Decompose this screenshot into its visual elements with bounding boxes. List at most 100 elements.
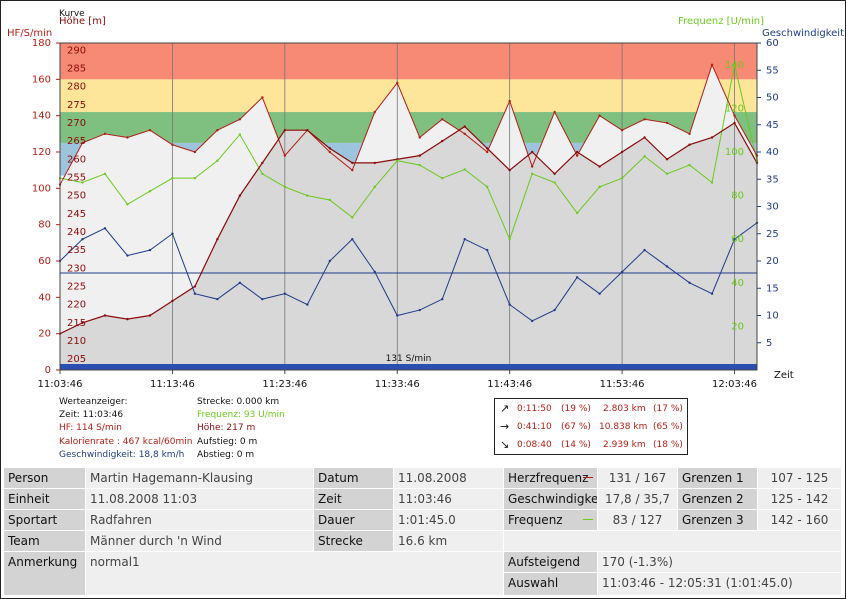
data-point-altitude xyxy=(643,136,646,139)
einheit-value[interactable]: 11.08.2008 11:03 xyxy=(86,489,314,510)
series-line-hr xyxy=(59,63,758,185)
grenzen3-label: Grenzen 3 xyxy=(678,510,758,531)
cadence-tick-label: 40 xyxy=(731,278,744,289)
altitude-tick-label: 220 xyxy=(67,300,86,311)
data-point-cadence xyxy=(171,176,174,180)
speed-tick-label: 45 xyxy=(766,120,779,131)
empty-cell xyxy=(504,531,842,552)
data-point-altitude xyxy=(126,317,129,321)
x-tick-label: 11:13:46 xyxy=(150,379,195,390)
data-point-cadence xyxy=(261,172,264,175)
grenzen1-label: Grenzen 1 xyxy=(678,468,758,489)
zeit-label: Zeit xyxy=(314,489,394,510)
data-point-cadence xyxy=(396,159,399,162)
data-point-speed xyxy=(351,238,354,241)
data-point-hr xyxy=(665,121,669,125)
data-point-altitude xyxy=(530,150,534,154)
zeit-value[interactable]: 11:03:46 xyxy=(394,489,504,510)
hr-axis-title: HF/S/min xyxy=(7,28,53,39)
data-point-hr xyxy=(328,150,332,154)
altitude-axis-title: Höhe [m] xyxy=(59,16,106,27)
data-point-cadence xyxy=(733,63,736,66)
speed-tick-label: 30 xyxy=(766,202,779,213)
cadence-tick-label: 80 xyxy=(731,191,744,202)
data-point-cadence xyxy=(575,211,579,215)
data-point-altitude xyxy=(688,143,691,146)
data-point-cadence xyxy=(620,176,624,180)
training-chart[interactable]: 131 S/min 020406080100120140160180205210… xyxy=(1,1,846,466)
data-point-cadence xyxy=(373,185,376,189)
team-value[interactable]: Männer durch 'n Wind xyxy=(86,531,314,552)
session-info-table: Person Martin Hagemann-Klausing Datum 11… xyxy=(4,468,842,596)
chart-axes: 0204060801001201401601802052102152202252… xyxy=(32,38,779,390)
frequenz-label-text: Frequenz xyxy=(508,513,563,527)
data-point-altitude xyxy=(351,161,354,165)
data-point-cadence xyxy=(103,172,107,175)
data-point-altitude xyxy=(620,150,624,154)
data-point-cadence xyxy=(553,181,556,184)
data-point-hr xyxy=(598,114,601,117)
flat-time-pct: (67 %) xyxy=(561,422,591,432)
data-point-cadence xyxy=(306,194,309,197)
werte-abstieg: Abstieg: 0 m xyxy=(197,450,255,460)
speed-tick-label: 60 xyxy=(766,38,779,49)
data-point-altitude xyxy=(148,314,152,317)
person-value[interactable]: Martin Hagemann-Klausing xyxy=(86,468,314,489)
cadence-tick-label: 20 xyxy=(731,321,744,332)
altitude-tick-label: 215 xyxy=(67,318,86,329)
speed-axis-title: Geschwindigkeit [km/h] xyxy=(762,28,846,39)
altitude-tick-label: 225 xyxy=(67,281,86,292)
hr-tick-label: 180 xyxy=(32,38,51,49)
altitude-tick-label: 255 xyxy=(67,172,86,183)
data-point-altitude xyxy=(216,238,219,241)
frequenz-value: 83 / 127 xyxy=(598,510,678,531)
altitude-tick-label: 275 xyxy=(67,100,86,111)
data-point-hr xyxy=(485,150,489,154)
data-point-speed xyxy=(733,238,736,241)
altitude-tick-label: 280 xyxy=(67,82,86,93)
data-point-cadence xyxy=(351,216,354,219)
datum-value[interactable]: 11.08.2008 xyxy=(394,468,504,489)
data-point-hr xyxy=(216,129,219,132)
data-point-speed xyxy=(261,297,264,301)
data-point-cadence xyxy=(126,203,129,206)
data-point-speed xyxy=(530,319,534,323)
data-point-cadence xyxy=(193,176,197,180)
data-point-hr xyxy=(508,99,511,103)
geschwindigkeit-label: Geschwindigkeit xyxy=(504,489,598,510)
altitude-tick-label: 230 xyxy=(67,263,86,274)
herzfrequenz-label-text: Herzfrequenz xyxy=(508,471,589,485)
altitude-tick-label: 270 xyxy=(67,118,86,129)
auswahl-value[interactable]: 11:03:46 - 12:05:31 (1:01:45.0) xyxy=(598,573,842,596)
uphill-time: 0:11:50 xyxy=(517,404,552,414)
flat-distance-pct: (65 %) xyxy=(653,422,683,432)
data-point-speed xyxy=(81,238,84,241)
speed-tick-label: 50 xyxy=(766,93,779,104)
data-point-hr xyxy=(126,136,129,139)
speed-tick-label: 5 xyxy=(766,338,772,349)
altitude-tick-label: 240 xyxy=(67,227,86,238)
hr-zone-band-3 xyxy=(60,79,757,113)
cadence-tick-label: 100 xyxy=(725,147,744,158)
data-point-hr xyxy=(238,118,242,121)
werte-strecke: Strecke: 0.000 km xyxy=(197,397,280,407)
hr-tick-label: 40 xyxy=(38,292,51,303)
x-tick-label: 12:03:46 xyxy=(712,379,757,390)
grenzen3-value: 142 - 160 xyxy=(758,510,842,531)
anmerkung-value[interactable]: normal1 xyxy=(86,552,504,596)
data-point-hr xyxy=(575,154,579,157)
speed-tick-label: 20 xyxy=(766,256,779,267)
data-point-altitude xyxy=(575,150,579,154)
data-point-hr xyxy=(418,136,421,139)
data-point-cadence xyxy=(148,190,152,193)
flat-distance: 10.838 km xyxy=(599,422,648,432)
geschwindigkeit-value: 17,8 / 35,7 xyxy=(598,489,678,510)
altitude-tick-label: 210 xyxy=(67,336,86,347)
cadence-tick-label: 140 xyxy=(725,60,744,71)
altitude-tick-label: 205 xyxy=(67,354,86,365)
sportart-value[interactable]: Radfahren xyxy=(86,510,314,531)
data-point-altitude xyxy=(261,161,264,165)
stats-row-flat: → 0:41:10 (67 %) 10.838 km (65 %) xyxy=(495,418,687,436)
chart-plot-area[interactable]: 131 S/min xyxy=(58,42,759,371)
grenzen2-value: 125 - 142 xyxy=(758,489,842,510)
